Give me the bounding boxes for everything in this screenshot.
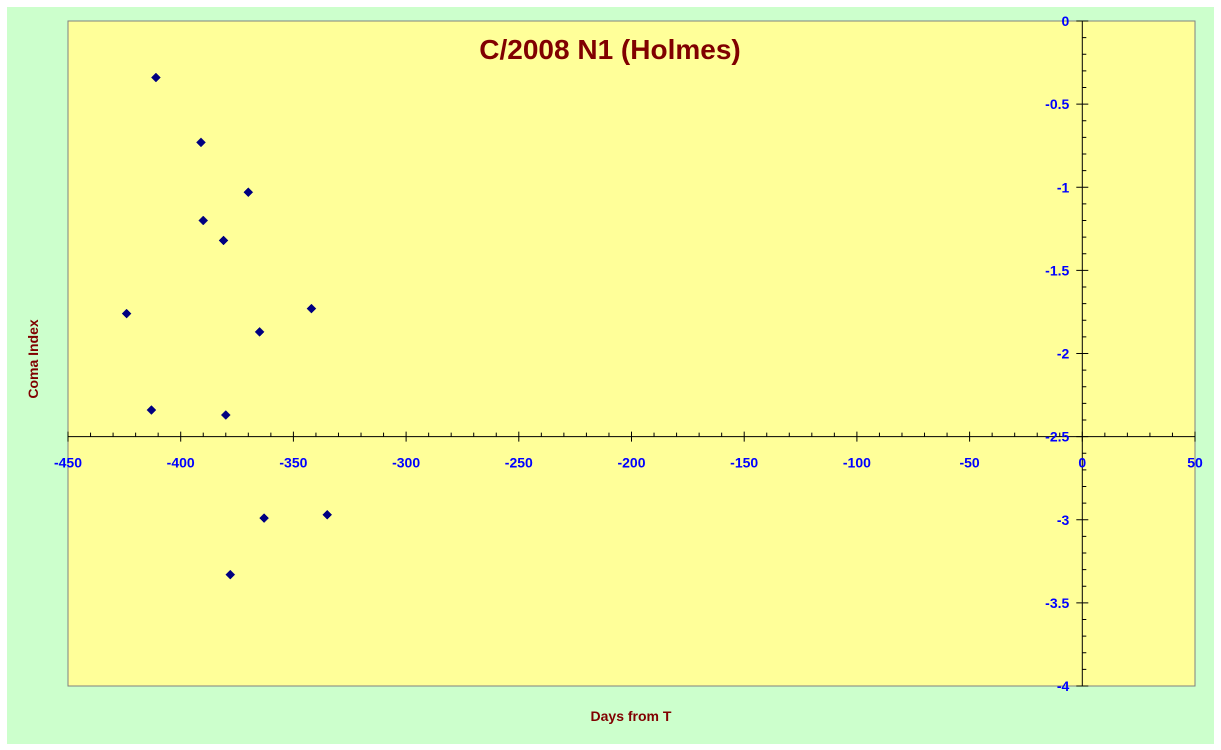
data-point <box>259 513 269 523</box>
x-tick-label: -50 <box>959 455 979 471</box>
x-tick-label: 0 <box>1078 455 1086 471</box>
y-axis-title: Coma Index <box>25 319 41 399</box>
data-point <box>243 187 254 198</box>
x-tick-label: -450 <box>54 455 82 471</box>
y-tick-label: -2.5 <box>1045 429 1069 445</box>
chart-area: -450 -400 -350 -300 -250 -200 -150 -100 -50 0 50 0-… <box>7 7 1214 744</box>
chart-svg: -450 -400 -350 -300 -250 -200 -150 -100 -50 0 500-… <box>25 13 1203 724</box>
x-tick-label: -350 <box>279 455 307 471</box>
x-tick-label: -400 <box>167 455 195 471</box>
x-tick-label: 50 <box>1187 455 1203 471</box>
y-tick-label: -0.5 <box>1045 96 1069 112</box>
data-point <box>198 215 209 226</box>
y-tick-label: 0 <box>1062 13 1070 29</box>
x-tick-label: -150 <box>730 455 758 471</box>
y-tick-label: -3.5 <box>1045 595 1069 611</box>
y-tick-label: -1 <box>1057 179 1070 195</box>
data-points <box>121 72 333 580</box>
data-point <box>220 410 231 420</box>
ticks-layer: -450 -400 -350 -300 -250 -200 -150 -100 -50 0 500-… <box>54 13 1203 694</box>
data-point <box>254 327 265 337</box>
data-point <box>218 235 229 246</box>
x-tick-label: -300 <box>392 455 420 471</box>
y-tick-label: -1.5 <box>1045 262 1069 278</box>
chart-title: C/2008 N1 (Holmes) <box>479 34 740 65</box>
data-point <box>225 569 236 580</box>
y-tick-label: -3 <box>1057 512 1070 528</box>
x-tick-label: -250 <box>505 455 533 471</box>
y-tick-label: -2 <box>1057 346 1070 362</box>
data-point <box>306 303 317 314</box>
x-tick-label: -100 <box>843 455 871 471</box>
x-axis-title: Days from T <box>591 708 672 724</box>
x-tick-label: -200 <box>617 455 645 471</box>
data-point <box>322 509 333 520</box>
data-point <box>146 405 157 415</box>
y-tick-label: -4 <box>1057 678 1070 694</box>
data-point <box>121 308 132 319</box>
data-point <box>151 72 161 83</box>
plot-area <box>67 20 1196 687</box>
data-point <box>196 137 206 148</box>
